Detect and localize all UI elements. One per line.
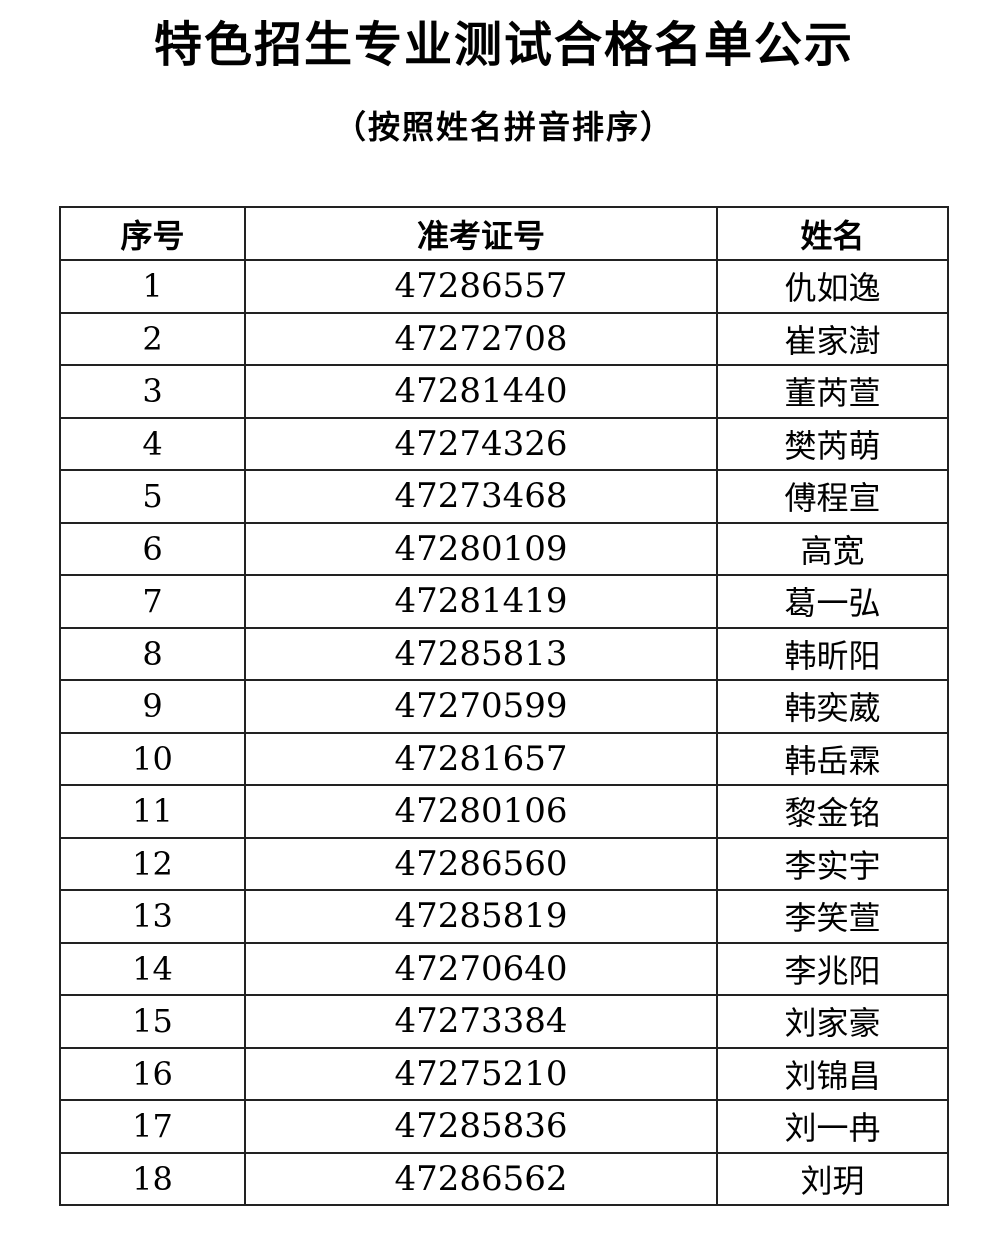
cell-name: 韩奕葳: [716, 679, 949, 734]
cell-index: 4: [59, 416, 246, 471]
cell-index: 2: [59, 311, 246, 366]
cell-name: 刘锦昌: [716, 1046, 949, 1101]
table-row: 4 47274326 樊芮萌: [59, 416, 949, 471]
cell-index: 7: [59, 574, 246, 629]
cell-exam-id: 47286560: [244, 836, 718, 891]
cell-name: 刘家豪: [716, 994, 949, 1049]
table-row: 1 47286557 仇如逸: [59, 259, 949, 314]
table-row: 10 47281657 韩岳霖: [59, 731, 949, 786]
table-row: 13 47285819 李笑萱: [59, 889, 949, 944]
header-exam-id: 准考证号: [244, 206, 718, 261]
table-row: 11 47280106 黎金铭: [59, 784, 949, 839]
table-row: 17 47285836 刘一冉: [59, 1099, 949, 1154]
cell-exam-id: 47273468: [244, 469, 718, 524]
cell-index: 18: [59, 1151, 246, 1206]
qualified-list-table: 序号 准考证号 姓名 1 47286557 仇如逸 2 47272708 崔家澍 3 4728…: [59, 206, 949, 1206]
table-row: 8 47285813 韩昕阳: [59, 626, 949, 681]
table-row: 14 47270640 李兆阳: [59, 941, 949, 996]
cell-index: 16: [59, 1046, 246, 1101]
cell-exam-id: 47286562: [244, 1151, 718, 1206]
cell-exam-id: 47285813: [244, 626, 718, 681]
cell-exam-id: 47286557: [244, 259, 718, 314]
cell-index: 5: [59, 469, 246, 524]
table-row: 6 47280109 高宽: [59, 521, 949, 576]
cell-exam-id: 47280109: [244, 521, 718, 576]
cell-index: 13: [59, 889, 246, 944]
cell-index: 17: [59, 1099, 246, 1154]
cell-exam-id: 47281419: [244, 574, 718, 629]
cell-exam-id: 47285836: [244, 1099, 718, 1154]
header-index: 序号: [59, 206, 246, 261]
cell-name: 崔家澍: [716, 311, 949, 366]
cell-index: 1: [59, 259, 246, 314]
cell-exam-id: 47272708: [244, 311, 718, 366]
cell-name: 韩岳霖: [716, 731, 949, 786]
cell-exam-id: 47275210: [244, 1046, 718, 1101]
cell-name: 刘一冉: [716, 1099, 949, 1154]
table-row: 12 47286560 李实宇: [59, 836, 949, 891]
cell-index: 12: [59, 836, 246, 891]
cell-index: 8: [59, 626, 246, 681]
page-subtitle: （按照姓名拼音排序）: [333, 108, 674, 146]
cell-name: 李笑萱: [716, 889, 949, 944]
cell-index: 3: [59, 364, 246, 419]
table-row: 3 47281440 董芮萱: [59, 364, 949, 419]
cell-index: 15: [59, 994, 246, 1049]
table-row: 15 47273384 刘家豪: [59, 994, 949, 1049]
table-row: 2 47272708 崔家澍: [59, 311, 949, 366]
cell-index: 10: [59, 731, 246, 786]
cell-index: 11: [59, 784, 246, 839]
cell-exam-id: 47270599: [244, 679, 718, 734]
table-header-row: 序号 准考证号 姓名: [59, 206, 949, 261]
table-row: 5 47273468 傅程宣: [59, 469, 949, 524]
cell-name: 傅程宣: [716, 469, 949, 524]
cell-name: 葛一弘: [716, 574, 949, 629]
cell-index: 6: [59, 521, 246, 576]
table-row: 9 47270599 韩奕葳: [59, 679, 949, 734]
cell-exam-id: 47270640: [244, 941, 718, 996]
cell-index: 14: [59, 941, 246, 996]
table-row: 7 47281419 葛一弘: [59, 574, 949, 629]
cell-name: 董芮萱: [716, 364, 949, 419]
cell-name: 韩昕阳: [716, 626, 949, 681]
header-name: 姓名: [716, 206, 949, 261]
cell-index: 9: [59, 679, 246, 734]
cell-name: 黎金铭: [716, 784, 949, 839]
cell-name: 刘玥: [716, 1151, 949, 1206]
cell-exam-id: 47274326: [244, 416, 718, 471]
cell-name: 高宽: [716, 521, 949, 576]
cell-exam-id: 47280106: [244, 784, 718, 839]
cell-exam-id: 47285819: [244, 889, 718, 944]
cell-name: 李实宇: [716, 836, 949, 891]
cell-name: 樊芮萌: [716, 416, 949, 471]
cell-name: 李兆阳: [716, 941, 949, 996]
cell-name: 仇如逸: [716, 259, 949, 314]
cell-exam-id: 47273384: [244, 994, 718, 1049]
table-row: 16 47275210 刘锦昌: [59, 1046, 949, 1101]
cell-exam-id: 47281440: [244, 364, 718, 419]
page-title: 特色招生专业测试合格名单公示: [153, 17, 854, 73]
cell-exam-id: 47281657: [244, 731, 718, 786]
table-row: 18 47286562 刘玥: [59, 1151, 949, 1206]
